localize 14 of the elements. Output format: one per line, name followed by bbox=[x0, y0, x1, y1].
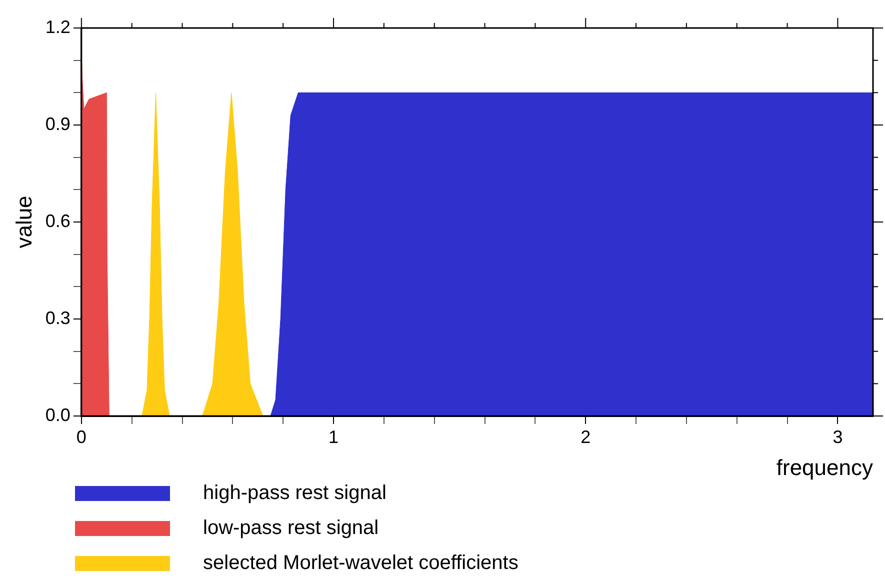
y-tick-label: 1.2 bbox=[45, 16, 70, 37]
x-axis-title: frequency bbox=[776, 454, 873, 480]
x-tick-label: 2 bbox=[580, 426, 591, 447]
legend-label: selected Morlet-wavelet coefficients bbox=[203, 552, 518, 575]
x-tick-label: 0 bbox=[76, 426, 86, 447]
legend-label: low-pass rest signal bbox=[203, 517, 379, 540]
y-tick-label: 0.9 bbox=[45, 114, 70, 134]
y-tick-label: 0.0 bbox=[45, 404, 70, 425]
y-axis-title: value bbox=[11, 196, 36, 248]
legend-label: high-pass rest signal bbox=[203, 482, 386, 505]
y-tick-label: 0.6 bbox=[45, 210, 70, 231]
y-tick-label: 0.3 bbox=[45, 308, 70, 328]
x-tick-label: 3 bbox=[832, 426, 843, 447]
x-tick-label: 1 bbox=[328, 426, 339, 447]
